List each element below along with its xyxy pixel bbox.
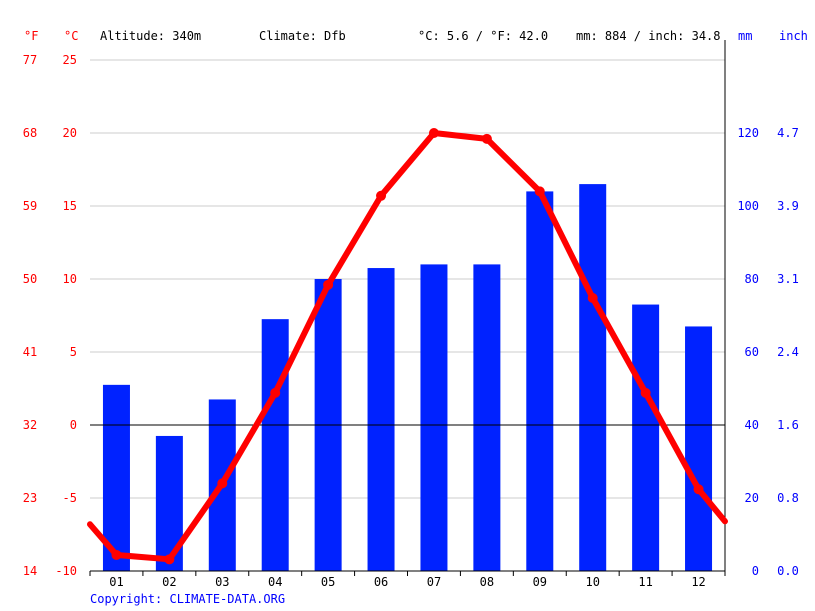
- month-tick-label: 12: [691, 575, 705, 589]
- temperature-summary: °C: 5.6 / °F: 42.0: [418, 29, 549, 43]
- precipitation-summary: mm: 884 / inch: 34.8: [576, 29, 721, 43]
- mm-tick-label: 100: [737, 199, 759, 213]
- fahrenheit-tick-label: 77: [23, 53, 37, 67]
- month-tick-label: 10: [585, 575, 599, 589]
- temperature-point: [270, 387, 281, 398]
- month-tick-label: 04: [268, 575, 282, 589]
- celsius-tick-label: 20: [63, 126, 77, 140]
- precipitation-bar: [579, 184, 607, 571]
- fahrenheit-tick-label: 23: [23, 491, 37, 505]
- celsius-tick-label: -5: [63, 491, 77, 505]
- fahrenheit-tick-label: 32: [23, 418, 37, 432]
- copyright-text: Copyright: CLIMATE-DATA.ORG: [90, 592, 286, 606]
- fahrenheit-tick-label: 41: [23, 345, 37, 359]
- celsius-tick-label: 5: [70, 345, 77, 359]
- precipitation-bar: [261, 319, 289, 571]
- inch-tick-label: 0.8: [777, 491, 799, 505]
- month-tick-label: 09: [533, 575, 547, 589]
- inch-tick-label: 3.9: [777, 199, 799, 213]
- mm-tick-label: 20: [745, 491, 759, 505]
- inch-unit-label: inch: [779, 29, 808, 43]
- inch-tick-label: 1.6: [777, 418, 799, 432]
- month-tick-label: 08: [480, 575, 494, 589]
- month-tick-label: 02: [162, 575, 176, 589]
- celsius-tick-label: 15: [63, 199, 77, 213]
- month-tick-label: 07: [427, 575, 441, 589]
- temperature-point: [481, 133, 492, 144]
- precipitation-bar: [526, 191, 554, 571]
- fahrenheit-tick-label: 68: [23, 126, 37, 140]
- mm-tick-label: 120: [737, 126, 759, 140]
- fahrenheit-tick-label: 14: [23, 564, 37, 578]
- precipitation-bar: [632, 304, 660, 571]
- mm-tick-label: 80: [745, 272, 759, 286]
- celsius-tick-label: 25: [63, 53, 77, 67]
- fahrenheit-unit-label: °F: [24, 29, 39, 43]
- temperature-point: [111, 549, 122, 560]
- inch-tick-label: 2.4: [777, 345, 799, 359]
- month-tick-label: 11: [638, 575, 652, 589]
- temperature-point: [428, 128, 439, 138]
- celsius-tick-label: 0: [70, 418, 77, 432]
- mm-tick-label: 0: [752, 564, 759, 578]
- inch-tick-label: 0.0: [777, 564, 799, 578]
- fahrenheit-tick-label: 59: [23, 199, 37, 213]
- celsius-unit-label: °C: [64, 29, 79, 43]
- month-tick-label: 03: [215, 575, 229, 589]
- temperature-point: [164, 554, 175, 565]
- climate-label: Climate: Dfb: [259, 29, 346, 43]
- temperature-point: [217, 478, 228, 489]
- precipitation-bar: [367, 268, 395, 571]
- precipitation-bar: [420, 264, 448, 571]
- temperature-point: [376, 190, 387, 201]
- mm-tick-label: 60: [745, 345, 759, 359]
- temperature-point: [534, 186, 545, 197]
- mm-unit-label: mm: [738, 29, 753, 43]
- month-tick-label: 06: [374, 575, 388, 589]
- celsius-tick-label: 10: [63, 272, 77, 286]
- inch-tick-label: 4.7: [777, 126, 799, 140]
- fahrenheit-tick-label: 50: [23, 272, 37, 286]
- mm-tick-label: 40: [745, 418, 759, 432]
- altitude-label: Altitude: 340m: [100, 29, 202, 43]
- inch-tick-label: 3.1: [777, 272, 799, 286]
- temperature-point: [587, 292, 598, 303]
- temperature-point: [640, 387, 651, 398]
- temperature-point: [323, 279, 334, 290]
- precipitation-bar: [473, 264, 501, 571]
- temperature-point: [693, 484, 704, 495]
- celsius-tick-label: -10: [55, 564, 77, 578]
- precipitation-bar: [685, 326, 713, 571]
- month-tick-label: 05: [321, 575, 335, 589]
- month-tick-label: 01: [109, 575, 123, 589]
- temperature-line: [87, 130, 728, 563]
